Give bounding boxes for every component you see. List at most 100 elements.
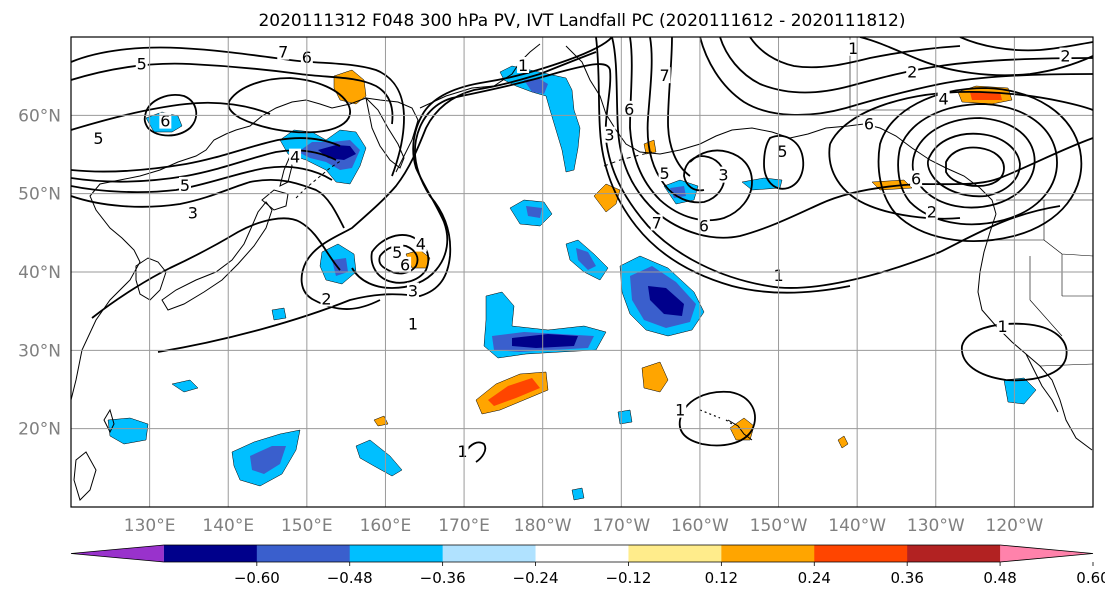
contour-label: 5	[180, 176, 190, 195]
contour-label: 1	[457, 442, 467, 461]
contour-bc-low-2	[927, 132, 1021, 198]
map-frame	[70, 36, 1094, 508]
contour-label: 4	[290, 148, 300, 167]
contour-label-bg	[135, 55, 148, 72]
pv-blob-small-6	[643, 139, 657, 155]
y-axis-labels: 20°N 30°N 40°N 50°N 60°N	[18, 106, 61, 439]
contour-label: 4	[416, 235, 426, 254]
contour-bc-low-1	[911, 117, 1036, 209]
contour-label: 2	[321, 289, 331, 308]
pv-blob-small-4	[373, 415, 389, 427]
contour-gulf-trough-5	[595, 37, 851, 294]
contour-label-bg	[862, 115, 875, 132]
contour-label: 3	[188, 203, 198, 222]
contour-bc-low-3	[945, 146, 1005, 187]
contour-label-bg	[906, 63, 919, 80]
contour-dateline-dashes	[699, 409, 733, 425]
coastline-kamchatka	[365, 96, 405, 169]
contour-label-bg	[186, 204, 199, 221]
contour-label-bg	[996, 317, 1009, 334]
contour-label-bg	[456, 443, 469, 460]
contour-label-bg	[925, 203, 938, 220]
pv-blob-small-5	[837, 435, 849, 449]
colorbar-tick-label: −0.60	[234, 569, 280, 587]
contour-label-bg	[717, 166, 730, 183]
colorbar-tick-label: −0.48	[327, 569, 373, 587]
pv-blob-baja-negative	[1003, 377, 1037, 405]
contour-label: 5	[392, 243, 402, 262]
pv-blob-hawaii-positive-north	[641, 361, 669, 393]
contour-label-bg	[603, 126, 616, 143]
contour-bc-low-4	[897, 103, 1058, 226]
coastline-chukotka	[419, 43, 541, 109]
colorbar-segment	[442, 545, 537, 562]
contour-east-ridge-4	[859, 37, 1093, 77]
contour-label: 2	[1060, 47, 1070, 66]
colorbar-extend-min	[71, 545, 164, 562]
contour-east-ridge-1	[699, 37, 1093, 116]
contour-jet-6	[71, 137, 341, 173]
x-tick-label: 160°E	[360, 516, 412, 536]
contour-label: 6	[911, 170, 921, 189]
colorbar: −0.60 −0.48 −0.36 −0.24 −0.12 0.12 0.24 0.36 0.4…	[70, 544, 1105, 587]
colorbar-segment	[163, 545, 258, 562]
contour-label-bg	[910, 170, 923, 187]
coastline-baja	[1025, 353, 1059, 413]
contour-small-hook	[465, 441, 487, 463]
contour-label: 1	[997, 317, 1007, 336]
colorbar-tick-label: 0.60	[1076, 569, 1105, 587]
contour-label-bg	[650, 214, 663, 231]
colorbar-outline	[70, 544, 1094, 563]
colorbar-segment	[907, 545, 1001, 562]
colorbar-tick-label: −0.24	[513, 569, 559, 587]
x-tick-label: 130°E	[124, 516, 176, 536]
x-tick-label: 160°W	[671, 516, 729, 536]
contour-label-bg	[277, 43, 290, 60]
pv-blob-small-7	[571, 487, 585, 501]
colorbar-tick-label: −0.12	[605, 569, 651, 587]
coastline-kuril-chain	[295, 159, 343, 199]
contour-label: 1	[675, 401, 685, 420]
contour-label: 3	[604, 126, 614, 145]
colorbar-extend-max	[1000, 545, 1093, 562]
contour-west-ring	[143, 94, 198, 137]
x-tick-label: 170°E	[438, 516, 490, 536]
colorbar-segment	[349, 545, 444, 562]
x-tick-label: 140°E	[202, 516, 254, 536]
border-us-states	[996, 200, 1093, 337]
y-tick-label: 30°N	[18, 341, 61, 361]
x-tick-label: 180°W	[514, 516, 572, 536]
pv-blob-subtropic-positive-core	[488, 378, 540, 406]
y-tick-label: 20°N	[18, 420, 61, 440]
contour-label: 6	[624, 100, 634, 119]
pv-contours	[71, 37, 1093, 463]
contour-label-bg	[674, 401, 687, 418]
contour-label: 6	[160, 112, 170, 131]
contour-gulf-trough-1	[611, 37, 1093, 239]
contour-label-bg	[937, 90, 950, 107]
contour-east-ridge-5	[959, 37, 1093, 52]
contour-label: 3	[718, 166, 728, 185]
contour-label-bg	[406, 282, 419, 299]
contour-label: 1	[518, 56, 528, 75]
chart-title: 2020111312 F048 300 hPa PV, IVT Landfall…	[258, 11, 905, 31]
coastline-asia	[71, 97, 419, 401]
pv-blob-philippine-sea-negative	[107, 417, 149, 445]
contour-label-bg	[658, 67, 671, 84]
coastline-taiwan	[103, 408, 115, 434]
contour-sitka-ring	[763, 135, 805, 190]
x-tick-label: 130°W	[907, 516, 965, 536]
pv-blob-south-inner	[250, 446, 286, 474]
contour-label-bg	[391, 244, 404, 261]
contour-label: 7	[659, 66, 669, 85]
x-axis-labels: 130°E 140°E 150°E 160°E 170°E 180°W 170°W 160°W…	[124, 516, 1044, 536]
contour-north-3	[71, 101, 271, 131]
contour-label: 7	[652, 213, 662, 232]
coastline-hawaii	[727, 419, 753, 441]
coastline-hokkaido	[261, 189, 289, 211]
contour-subtropical-2	[91, 51, 597, 319]
contour-label: 5	[93, 129, 103, 148]
colorbar-tick-label: 0.24	[798, 569, 831, 587]
